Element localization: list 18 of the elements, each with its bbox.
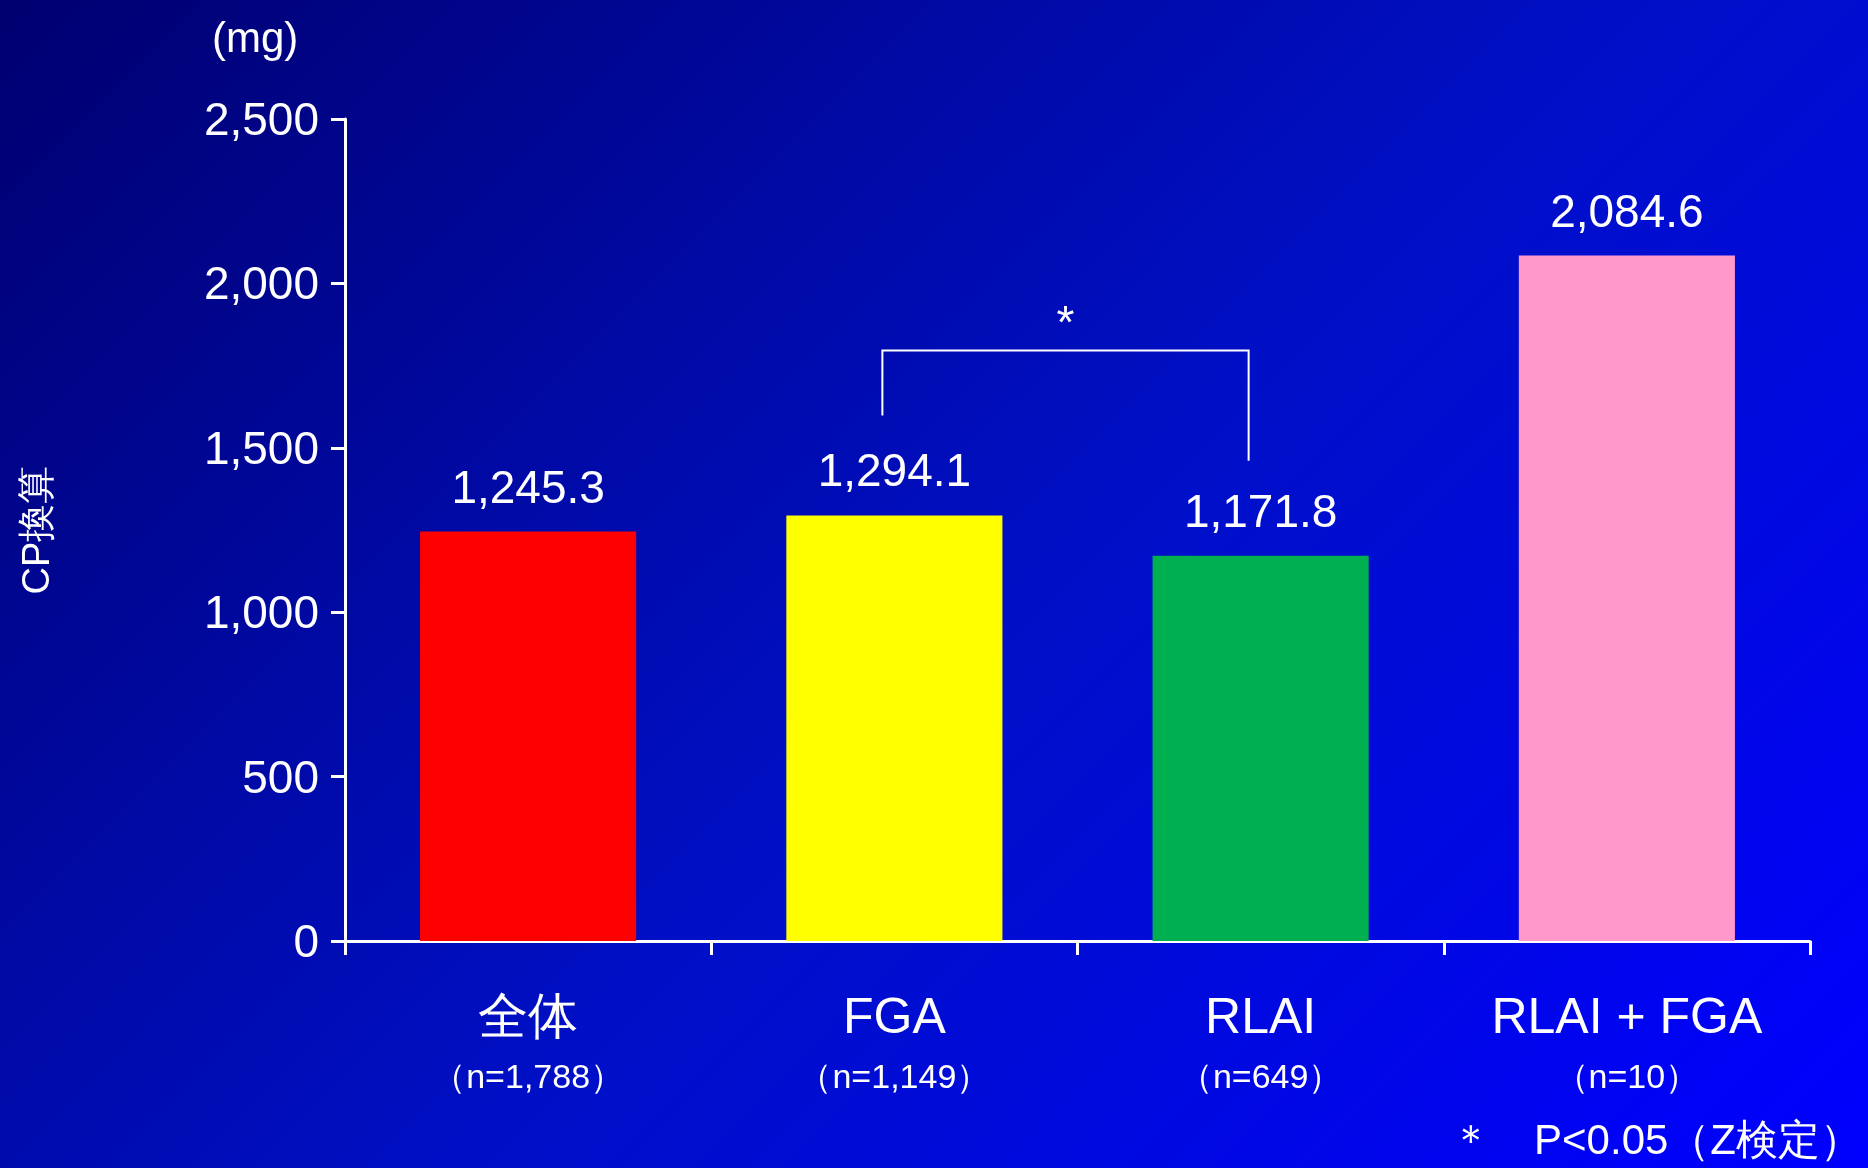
y-tick-label: 2,500 [203, 93, 319, 145]
data-label: 1,294.1 [817, 444, 972, 497]
text: (mg) [212, 13, 299, 61]
data-label: 1,171.8 [1183, 484, 1338, 537]
data-label: 1,245.3 [451, 460, 605, 513]
annotation: * [1056, 296, 1075, 349]
text: ＊ P<0.05（Z検定） [1450, 1115, 1863, 1163]
y-tick-label: 2,000 [203, 257, 319, 310]
y-tick-label: 1,500 [203, 421, 319, 474]
y-tick-label: 500 [242, 750, 319, 803]
x-tick-label: RLAI + FGA（n=10） [1491, 988, 1763, 1095]
data-label: 2,084.6 [1550, 184, 1704, 237]
x-tick-label: FGA（n=1,149） [798, 988, 991, 1095]
x-tick-label: 全体（n=1,788） [432, 988, 625, 1095]
y-tick-label: 1,000 [203, 586, 319, 639]
y-axis-title: CP換算 [15, 465, 57, 595]
x-tick-label: RLAI（n=649） [1178, 988, 1343, 1095]
y-tick-label: 0 [293, 915, 319, 967]
